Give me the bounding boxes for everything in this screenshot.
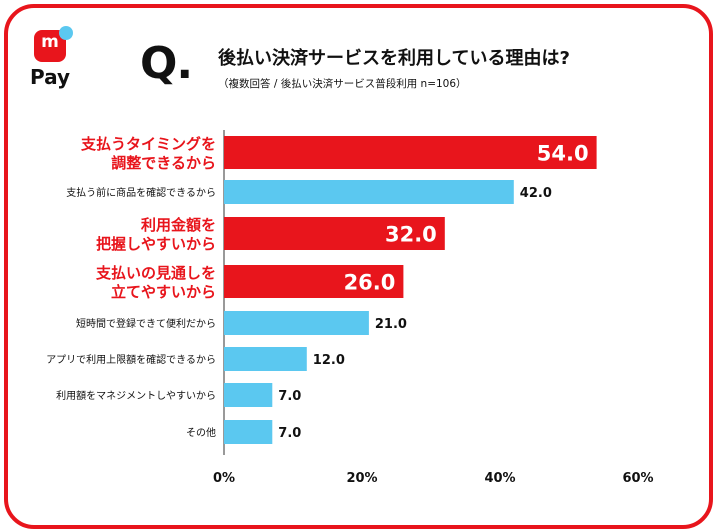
chart-subtitle: （複数回答 / 後払い決済サービス普段利用 n=106）	[218, 78, 467, 90]
bar-value-label: 7.0	[278, 389, 301, 404]
bar-0	[224, 136, 597, 169]
x-tick-label: 60%	[622, 471, 653, 486]
category-label: 調整できるから	[111, 154, 216, 172]
bar-value-label: 7.0	[278, 426, 301, 441]
x-tick-label: 20%	[346, 471, 377, 486]
bar-4	[224, 311, 369, 335]
bar-value-label: 54.0	[537, 142, 589, 166]
x-tick-label: 0%	[213, 471, 235, 486]
bar-7	[224, 420, 273, 444]
bar-value-label: 26.0	[344, 271, 396, 295]
category-label: 利用額をマネジメントしやすいから	[56, 389, 216, 402]
bar-value-label: 32.0	[385, 223, 437, 247]
logo-mark: m	[41, 32, 59, 52]
bar-2	[224, 217, 445, 250]
bar-value-label: 42.0	[520, 186, 552, 201]
logo-text: Pay	[30, 65, 71, 89]
bar-value-label: 21.0	[375, 317, 407, 332]
bar-1	[224, 180, 514, 204]
bar-3	[224, 265, 404, 298]
category-label: アプリで利用上限額を確認できるから	[46, 353, 216, 366]
category-label: 把握しやすいから	[96, 235, 216, 253]
category-label: 支払うタイミングを	[80, 135, 216, 153]
x-tick-label: 40%	[484, 471, 515, 486]
logo-dot	[59, 26, 73, 40]
chart-title: 後払い決済サービスを利用している理由は?	[218, 48, 570, 69]
merpay-logo: m Pay	[30, 26, 76, 90]
bar-value-label: 12.0	[313, 353, 345, 368]
category-label: その他	[186, 426, 216, 439]
question-mark: Q.	[140, 38, 193, 89]
bar-6	[224, 383, 273, 407]
card-frame	[4, 4, 713, 529]
category-label: 支払いの見通しを	[95, 264, 216, 282]
category-label: 支払う前に商品を確認できるから	[66, 186, 216, 199]
category-label: 立てやすいから	[111, 283, 216, 301]
bar-5	[224, 347, 307, 371]
category-label: 利用金額を	[141, 216, 216, 234]
category-label: 短時間で登録できて便利だから	[76, 317, 216, 330]
